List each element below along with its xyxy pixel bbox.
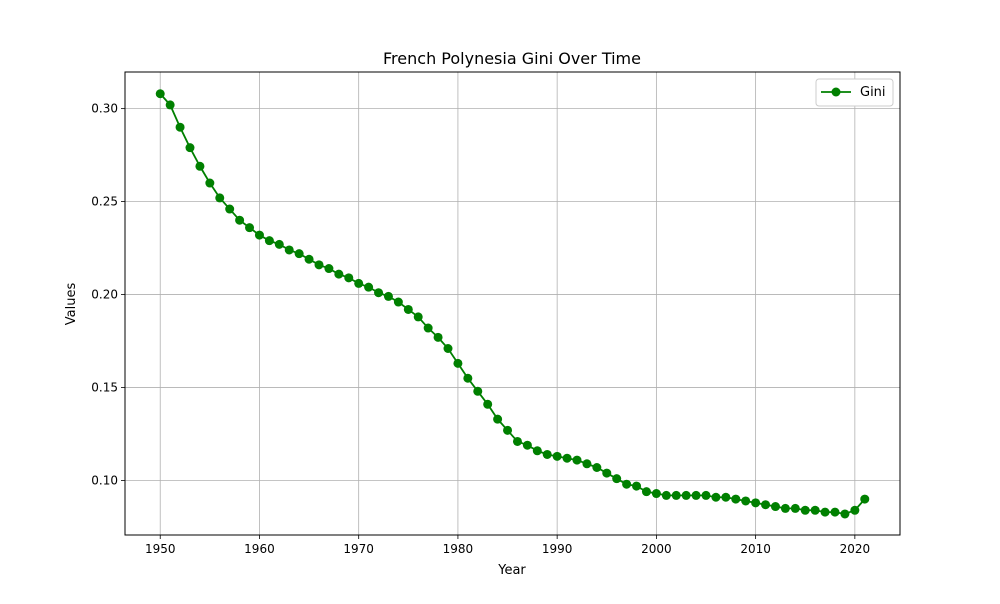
data-point bbox=[860, 494, 870, 504]
data-point bbox=[284, 245, 294, 255]
data-point bbox=[761, 500, 771, 510]
x-tick-label: 1960 bbox=[244, 542, 275, 556]
data-point bbox=[334, 269, 344, 279]
data-point bbox=[473, 386, 483, 396]
data-point bbox=[423, 323, 433, 333]
data-point bbox=[751, 498, 761, 508]
data-point bbox=[661, 490, 671, 500]
data-point bbox=[205, 178, 215, 188]
y-axis-label: Values bbox=[64, 283, 79, 326]
x-axis-label: Year bbox=[497, 563, 526, 578]
data-point bbox=[503, 425, 513, 435]
data-point bbox=[641, 487, 651, 497]
data-point bbox=[632, 481, 642, 491]
x-tick-label: 2020 bbox=[840, 542, 871, 556]
x-axis-ticks: 1950 1960 1970 1980 1990 2000 2010 2020 bbox=[145, 535, 870, 556]
data-point bbox=[721, 492, 731, 502]
data-point bbox=[274, 239, 284, 249]
grid bbox=[125, 72, 900, 535]
data-point bbox=[493, 414, 503, 424]
data-point bbox=[681, 490, 691, 500]
x-tick-label: 2000 bbox=[641, 542, 672, 556]
y-axis-ticks: 0.10 0.15 0.20 0.25 0.30 bbox=[91, 102, 125, 488]
data-point bbox=[512, 436, 522, 446]
data-point bbox=[175, 122, 185, 132]
data-point bbox=[254, 230, 264, 240]
data-point bbox=[443, 343, 453, 353]
legend-marker-swatch bbox=[831, 87, 841, 97]
data-point bbox=[324, 264, 334, 274]
data-point bbox=[532, 446, 542, 456]
data-point bbox=[433, 332, 443, 342]
data-point bbox=[264, 236, 274, 246]
data-point bbox=[770, 502, 780, 512]
x-tick-label: 1990 bbox=[542, 542, 573, 556]
data-point bbox=[155, 89, 165, 99]
data-point bbox=[225, 204, 235, 214]
data-point bbox=[790, 503, 800, 513]
data-point bbox=[354, 278, 364, 288]
x-tick-label: 1980 bbox=[443, 542, 474, 556]
data-point bbox=[383, 291, 393, 301]
data-point bbox=[542, 449, 552, 459]
data-point bbox=[562, 453, 572, 463]
data-point bbox=[195, 161, 205, 171]
chart-title: French Polynesia Gini Over Time bbox=[383, 49, 641, 68]
data-point bbox=[245, 223, 255, 233]
data-point bbox=[572, 455, 582, 465]
data-point bbox=[701, 490, 711, 500]
data-point bbox=[344, 273, 354, 283]
data-point bbox=[741, 496, 751, 506]
y-tick-label: 0.15 bbox=[91, 381, 118, 395]
plot-area-frame bbox=[124, 71, 901, 536]
legend: Gini bbox=[815, 78, 894, 107]
data-point bbox=[522, 440, 532, 450]
data-point bbox=[393, 297, 403, 307]
data-point bbox=[820, 507, 830, 517]
y-tick-label: 0.10 bbox=[91, 474, 118, 488]
data-point bbox=[651, 489, 661, 499]
data-point bbox=[364, 282, 374, 292]
y-tick-label: 0.20 bbox=[91, 288, 118, 302]
data-point bbox=[552, 451, 562, 461]
legend-label-gini: Gini bbox=[860, 85, 886, 100]
data-point bbox=[731, 494, 741, 504]
series-markers bbox=[155, 89, 870, 519]
data-point bbox=[671, 490, 681, 500]
data-point bbox=[453, 358, 463, 368]
data-point bbox=[403, 304, 413, 314]
data-point bbox=[850, 505, 860, 515]
data-point bbox=[374, 288, 384, 298]
data-point bbox=[602, 468, 612, 478]
data-point bbox=[463, 373, 473, 383]
data-point bbox=[185, 143, 195, 153]
data-point bbox=[483, 399, 493, 409]
data-point bbox=[215, 193, 225, 203]
data-point bbox=[800, 505, 810, 515]
data-point bbox=[592, 463, 602, 473]
data-point bbox=[711, 492, 721, 502]
data-point bbox=[165, 100, 175, 110]
data-point bbox=[840, 509, 850, 519]
data-point bbox=[235, 215, 245, 225]
data-point bbox=[314, 260, 324, 270]
x-tick-label: 2010 bbox=[740, 542, 771, 556]
data-point bbox=[810, 505, 820, 515]
data-point bbox=[612, 474, 622, 484]
x-tick-label: 1950 bbox=[145, 542, 176, 556]
data-point bbox=[780, 503, 790, 513]
data-point bbox=[413, 312, 423, 322]
data-point bbox=[294, 249, 304, 259]
y-tick-label: 0.30 bbox=[91, 102, 118, 116]
y-tick-label: 0.25 bbox=[91, 195, 118, 209]
x-tick-label: 1970 bbox=[343, 542, 374, 556]
data-point bbox=[830, 507, 840, 517]
data-point bbox=[582, 459, 592, 469]
legend-box bbox=[815, 78, 894, 107]
data-point bbox=[304, 254, 314, 264]
data-point bbox=[691, 490, 701, 500]
data-point bbox=[622, 479, 632, 489]
